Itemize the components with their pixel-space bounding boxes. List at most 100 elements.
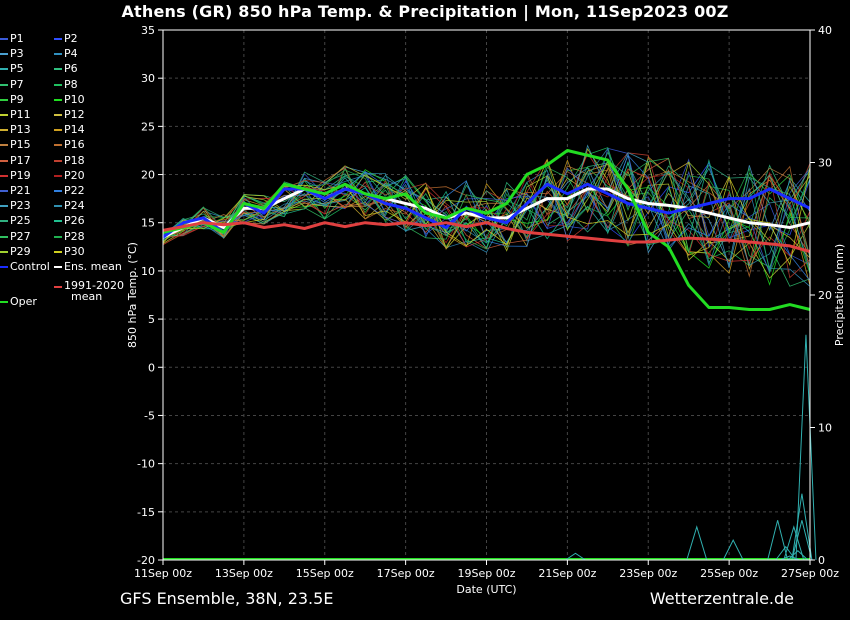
legend-label: P27 bbox=[10, 229, 31, 243]
legend-swatch bbox=[0, 129, 8, 132]
legend-swatch bbox=[0, 68, 8, 71]
legend-item: Ens. mean bbox=[54, 260, 122, 274]
y-tick-label: -20 bbox=[137, 554, 155, 567]
legend-swatch bbox=[0, 190, 8, 192]
legend-label: P11 bbox=[10, 108, 31, 121]
legend-swatch bbox=[54, 38, 62, 40]
legend-swatch bbox=[54, 129, 62, 132]
legend-item: P20 bbox=[54, 169, 85, 183]
chart-grid bbox=[162, 29, 811, 561]
precip-peak bbox=[787, 550, 809, 561]
legend-item: P26 bbox=[54, 214, 85, 228]
x-tick-label: 15Sep 00z bbox=[296, 567, 354, 580]
legend-label: P14 bbox=[64, 123, 85, 137]
legend-swatch bbox=[0, 174, 8, 177]
legend-label: P15 bbox=[10, 138, 31, 152]
legend-swatch bbox=[54, 285, 62, 288]
legend-label: P1 bbox=[10, 32, 24, 45]
precip-peak bbox=[791, 520, 813, 561]
y-tick-label: -15 bbox=[137, 506, 155, 519]
y-tick-label: 5 bbox=[148, 313, 155, 326]
legend-swatch bbox=[0, 300, 8, 303]
x-tick-label: 11Sep 00z bbox=[134, 567, 192, 580]
chart-title: Athens (GR) 850 hPa Temp. & Precipitatio… bbox=[121, 2, 729, 21]
legend-item: P2 bbox=[54, 32, 78, 46]
legend-item: P6 bbox=[54, 62, 78, 76]
legend-item: P3 bbox=[0, 47, 24, 61]
legend-label: Control bbox=[10, 260, 50, 273]
legend-swatch bbox=[54, 53, 62, 56]
legend-swatch bbox=[54, 68, 62, 71]
legend-swatch bbox=[54, 235, 62, 238]
legend-swatch bbox=[54, 98, 62, 101]
precip-peak bbox=[722, 539, 744, 561]
precip-peak bbox=[686, 525, 708, 561]
legend-swatch bbox=[0, 205, 8, 208]
member-line bbox=[162, 165, 811, 258]
legend-swatch bbox=[0, 220, 8, 223]
y-tick-label: 30 bbox=[141, 72, 155, 85]
legend-label: P6 bbox=[64, 62, 78, 76]
legend-label: P21 bbox=[10, 184, 31, 197]
legend-item: P16 bbox=[54, 138, 85, 152]
precip-peak bbox=[779, 555, 800, 561]
legend-label: P22 bbox=[64, 184, 85, 197]
legend-swatch bbox=[54, 205, 62, 208]
y-axis-label: 850 hPa Temp. (°C) bbox=[126, 242, 139, 348]
legend-item: P5 bbox=[0, 62, 24, 76]
legend-label: P8 bbox=[64, 77, 78, 91]
y2-tick-label: 0 bbox=[818, 554, 825, 567]
legend-label: P17 bbox=[10, 153, 31, 167]
site-label: Wetterzentrale.de bbox=[649, 589, 794, 608]
y2-axis-label: Precipitation (mm) bbox=[833, 244, 846, 346]
precip-peak bbox=[795, 334, 817, 561]
legend-label: P18 bbox=[64, 153, 85, 167]
legend-label: P12 bbox=[64, 108, 85, 121]
legend-item: P28 bbox=[54, 230, 85, 244]
precip-peak bbox=[791, 493, 813, 561]
y2-tick-label: 30 bbox=[818, 157, 832, 170]
legend-swatch bbox=[54, 144, 62, 147]
legend-label: P3 bbox=[10, 47, 24, 61]
legend-item: P1 bbox=[0, 32, 24, 46]
legend-item: P21 bbox=[0, 184, 31, 198]
legend-swatch bbox=[54, 190, 62, 192]
legend-label: P4 bbox=[64, 47, 78, 61]
legend-label: P19 bbox=[10, 168, 31, 182]
legend-item: P11 bbox=[0, 108, 31, 122]
legend-item: P14 bbox=[54, 123, 85, 137]
legend-label: P26 bbox=[64, 214, 85, 228]
legend-item: P23 bbox=[0, 199, 31, 213]
legend-swatch bbox=[54, 174, 62, 177]
legend-swatch bbox=[0, 53, 8, 56]
legend-label: Ens. mean bbox=[64, 260, 122, 273]
legend-item: P18 bbox=[54, 154, 85, 168]
member-line bbox=[162, 162, 811, 259]
legend-label: P23 bbox=[10, 199, 31, 213]
y-tick-label: 35 bbox=[141, 24, 155, 37]
legend-swatch bbox=[54, 220, 62, 223]
legend-label: P24 bbox=[64, 199, 85, 213]
legend-label: P2 bbox=[64, 32, 78, 45]
legend-swatch bbox=[0, 98, 8, 101]
legend-label: 1991-2020 mean bbox=[64, 278, 124, 303]
y-tick-label: 10 bbox=[141, 265, 155, 278]
legend-label: P13 bbox=[10, 123, 31, 137]
legend-item: P29 bbox=[0, 245, 31, 259]
legend-swatch bbox=[54, 114, 62, 116]
y-tick-label: 20 bbox=[141, 169, 155, 182]
legend-item: P19 bbox=[0, 169, 31, 183]
legend-label: Oper bbox=[10, 294, 37, 308]
legend-label: P25 bbox=[10, 214, 31, 228]
y2-tick-label: 10 bbox=[818, 422, 832, 435]
legend-swatch bbox=[54, 83, 62, 86]
y-tick-label: 15 bbox=[141, 217, 155, 230]
legend-swatch bbox=[0, 144, 8, 147]
legend-item: P9 bbox=[0, 93, 24, 107]
series-line bbox=[162, 221, 811, 254]
member-line bbox=[162, 158, 811, 266]
x-tick-label: 23Sep 00z bbox=[619, 567, 677, 580]
source-label: GFS Ensemble, 38N, 23.5E bbox=[120, 589, 334, 608]
legend-item: P17 bbox=[0, 154, 31, 168]
legend-item: P12 bbox=[54, 108, 85, 122]
